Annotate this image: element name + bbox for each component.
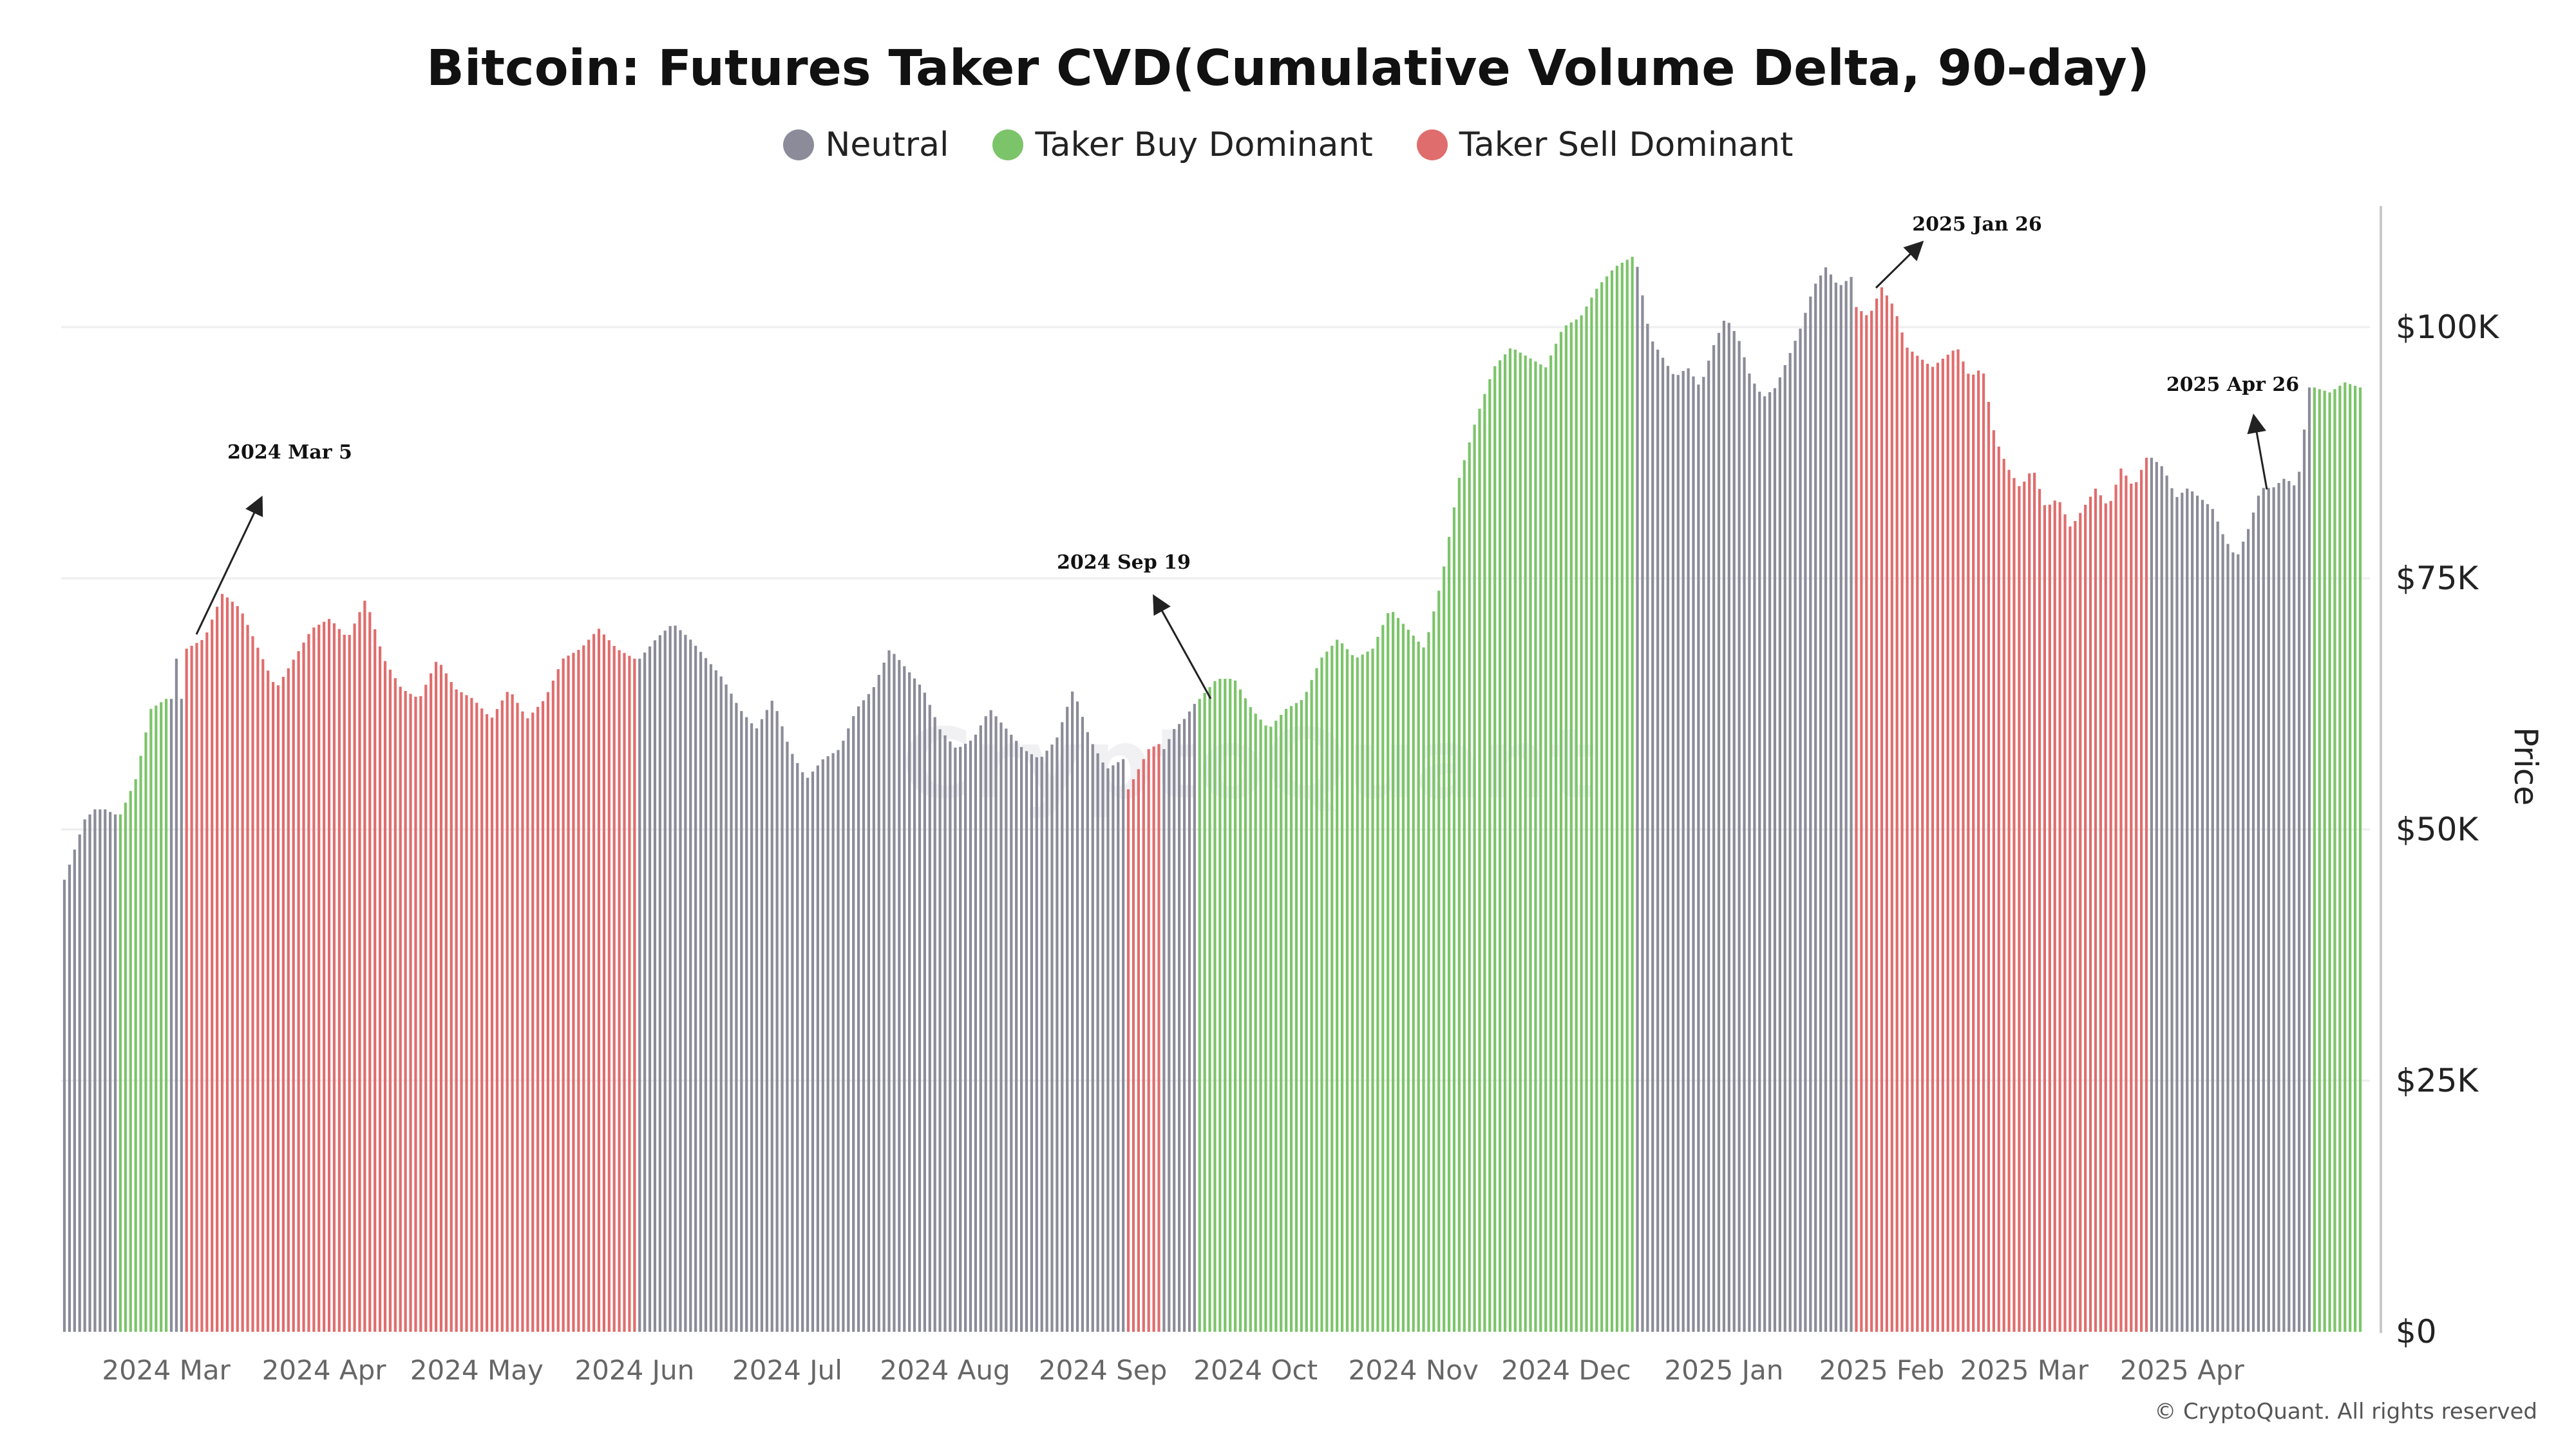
- x-tick-label: 2025 Feb: [1819, 1354, 1945, 1386]
- annotation-layer: 2024 Mar 5 2024 Sep 19 2025 Jan 26 2025 Apr…: [195, 213, 2299, 699]
- x-tick-label: 2024 Mar: [102, 1354, 231, 1386]
- chart-title: Bitcoin: Futures Taker CVD(Cumulative Vo…: [426, 40, 2150, 97]
- x-tick-label: 2024 Dec: [1501, 1354, 1631, 1386]
- annotation-arrow: [195, 495, 263, 635]
- legend-item-sell[interactable]: Taker Sell Dominant: [1416, 126, 1794, 164]
- bar-layer: [62, 256, 2362, 1332]
- axis-layer: $0 $25K $50K $75K $100K 2024 Mar 2024 Apr 2024 …: [102, 308, 2499, 1386]
- y-tick-label: $25K: [2396, 1062, 2479, 1099]
- chart-legend: Neutral Taker Buy Dominant Taker Sell Do…: [0, 126, 2576, 164]
- annotation-arrow: [1153, 594, 1212, 699]
- legend-dot-neutral: [782, 129, 814, 160]
- annotation-label: 2024 Sep 19: [1057, 551, 1191, 574]
- y-tick-label: $0: [2396, 1313, 2437, 1350]
- legend-label-buy: Taker Buy Dominant: [1035, 126, 1373, 164]
- y-axis-label: Price: [2507, 727, 2544, 806]
- x-tick-label: 2024 Apr: [262, 1354, 387, 1386]
- annotation-label: 2025 Apr 26: [2166, 374, 2299, 396]
- x-tick-label: 2024 May: [410, 1354, 544, 1386]
- legend-label-sell: Taker Sell Dominant: [1459, 126, 1794, 164]
- legend-dot-buy: [992, 129, 1024, 160]
- x-tick-label: 2025 Jan: [1664, 1354, 1783, 1386]
- y-tick-label: $75K: [2396, 560, 2479, 597]
- annotation-label: 2024 Mar 5: [227, 441, 352, 464]
- copyright-notice: © CryptoQuant. All rights reserved: [2154, 1399, 2537, 1425]
- y-tick-label: $50K: [2396, 811, 2479, 848]
- annotation-label: 2025 Jan 26: [1912, 213, 2042, 236]
- x-tick-label: 2024 Aug: [880, 1354, 1010, 1386]
- y-tick-label: $100K: [2396, 308, 2499, 346]
- x-tick-label: 2025 Apr: [2120, 1354, 2245, 1386]
- legend-item-neutral[interactable]: Neutral: [782, 126, 949, 164]
- annotation-arrow: [1875, 240, 1924, 289]
- legend-item-buy[interactable]: Taker Buy Dominant: [992, 126, 1373, 164]
- x-tick-label: 2024 Oct: [1193, 1354, 1318, 1386]
- x-tick-label: 2024 Jun: [574, 1354, 694, 1386]
- x-tick-label: 2024 Nov: [1349, 1354, 1479, 1386]
- legend-dot-sell: [1416, 129, 1448, 160]
- legend-label-neutral: Neutral: [825, 126, 949, 164]
- x-tick-label: 2024 Sep: [1039, 1354, 1167, 1386]
- x-tick-label: 2025 Mar: [1960, 1354, 2089, 1386]
- annotation-arrow: [2247, 413, 2268, 490]
- x-tick-label: 2024 Jul: [732, 1354, 842, 1386]
